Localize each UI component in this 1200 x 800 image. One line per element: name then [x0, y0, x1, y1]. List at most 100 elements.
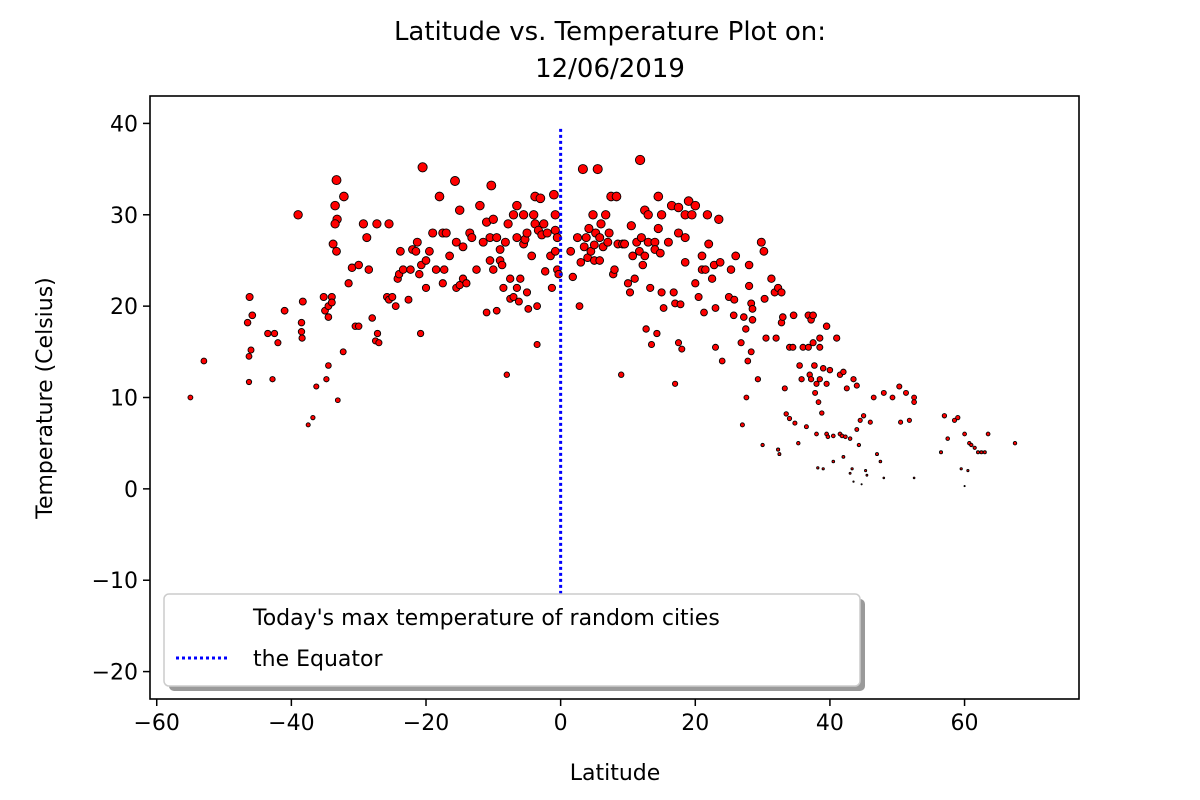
- data-point: [880, 389, 887, 396]
- data-point: [777, 288, 786, 297]
- data-point: [395, 246, 405, 256]
- data-point: [421, 256, 431, 265]
- data-point: [789, 311, 798, 320]
- data-point: [438, 279, 447, 288]
- data-point: [674, 339, 683, 347]
- x-tick-label: 0: [554, 711, 568, 736]
- data-point: [595, 233, 605, 243]
- data-point: [850, 376, 857, 383]
- data-point: [611, 191, 622, 202]
- data-point: [831, 459, 836, 464]
- y-tick-label: −20: [92, 661, 138, 686]
- data-point: [533, 302, 542, 311]
- legend: Today's max temperature of random cities…: [163, 593, 865, 691]
- x-tick-label: −60: [134, 711, 180, 736]
- data-point: [439, 265, 449, 274]
- data-point: [509, 293, 518, 302]
- data-point: [554, 270, 563, 279]
- data-point: [754, 376, 762, 383]
- data-point: [739, 313, 748, 321]
- x-axis-label: Latitude: [570, 761, 661, 786]
- data-point: [857, 417, 863, 423]
- data-point: [592, 164, 603, 175]
- y-tick-label: 30: [110, 204, 138, 229]
- data-point: [482, 308, 491, 317]
- data-point: [819, 365, 827, 372]
- data-point: [963, 485, 966, 488]
- data-point: [939, 450, 944, 455]
- data-point: [550, 210, 560, 220]
- data-point: [819, 410, 825, 416]
- chart-subtitle: 12/06/2019: [535, 54, 685, 84]
- data-point: [650, 237, 660, 247]
- data-point: [620, 239, 630, 249]
- data-point: [781, 385, 788, 392]
- data-point: [653, 329, 661, 338]
- data-point: [589, 240, 599, 250]
- data-point: [701, 265, 710, 274]
- data-point: [492, 306, 501, 315]
- data-point: [248, 311, 257, 320]
- data-point: [700, 308, 708, 317]
- data-point: [865, 473, 869, 477]
- data-point: [579, 242, 589, 252]
- x-axis-ticks: −60 −40 −20 0 20 40 60: [134, 699, 979, 736]
- data-point: [864, 469, 868, 473]
- y-tick-label: −10: [92, 569, 138, 594]
- data-point: [744, 281, 754, 291]
- data-point: [200, 357, 208, 365]
- data-point: [969, 442, 974, 448]
- data-point: [796, 441, 801, 446]
- data-point: [646, 283, 655, 292]
- data-point: [830, 433, 836, 439]
- data-point: [676, 300, 685, 309]
- data-point: [966, 469, 970, 473]
- data-point: [789, 343, 797, 351]
- data-point: [313, 383, 320, 390]
- data-point: [305, 422, 311, 428]
- y-tick-label: 40: [110, 112, 138, 137]
- data-point: [529, 210, 539, 220]
- data-point: [807, 376, 815, 383]
- data-point: [822, 322, 831, 330]
- data-point: [694, 293, 703, 302]
- data-point: [478, 237, 488, 247]
- data-point: [680, 233, 690, 243]
- data-point: [642, 325, 650, 333]
- data-point: [512, 283, 521, 292]
- data-point: [803, 424, 809, 430]
- data-point: [467, 233, 477, 243]
- data-point: [673, 202, 684, 213]
- data-point: [792, 420, 798, 426]
- data-point: [825, 434, 831, 440]
- data-point: [441, 228, 451, 238]
- data-point: [527, 251, 537, 261]
- data-point: [533, 340, 541, 349]
- x-tick-label: −20: [403, 711, 449, 736]
- data-point: [762, 334, 770, 342]
- data-point: [245, 352, 253, 360]
- data-point: [678, 345, 686, 353]
- y-tick-label: 10: [110, 387, 138, 412]
- data-point: [759, 246, 769, 256]
- data-point: [959, 467, 963, 471]
- data-point: [264, 329, 272, 338]
- data-point: [715, 257, 725, 267]
- data-point: [540, 267, 550, 276]
- x-tick-label: 60: [951, 711, 979, 736]
- data-point: [860, 483, 863, 486]
- x-tick-label: 40: [816, 711, 844, 736]
- data-point: [458, 242, 468, 252]
- data-point: [898, 419, 904, 425]
- data-point: [833, 334, 841, 342]
- data-point: [860, 413, 867, 419]
- data-point: [979, 450, 984, 455]
- data-point: [358, 219, 369, 229]
- data-point: [618, 371, 625, 378]
- data-point: [581, 233, 591, 243]
- data-point: [853, 382, 860, 389]
- data-point: [811, 362, 818, 369]
- data-point: [297, 328, 306, 336]
- data-point: [445, 251, 454, 261]
- data-point: [506, 274, 515, 283]
